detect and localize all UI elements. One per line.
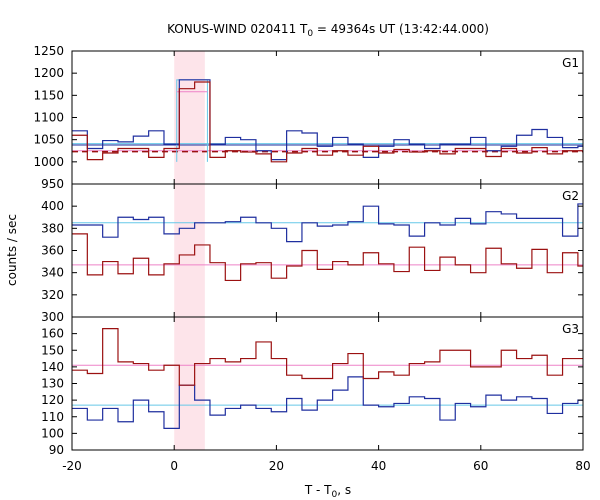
y-tick-label: 380 xyxy=(41,221,64,235)
panel-label: G1 xyxy=(562,56,579,70)
panel-g3: 90 100 110 120 130 140 150 160 G3 xyxy=(41,316,584,457)
highlight-band xyxy=(174,184,205,317)
x-tick-label: 40 xyxy=(371,459,386,473)
y-tick-label: 160 xyxy=(41,327,64,341)
y-tick-label: 1200 xyxy=(33,66,64,80)
panel-label: G2 xyxy=(562,189,579,203)
panel-frame xyxy=(71,183,584,318)
x-tick-label: -20 xyxy=(62,459,82,473)
panel-frame xyxy=(71,50,584,185)
y-tick-label: 130 xyxy=(41,377,64,391)
y-tick-label: 100 xyxy=(41,426,64,440)
panel-frame xyxy=(71,316,584,451)
y-tick-label: 120 xyxy=(41,393,64,407)
y-axis-label: counts / sec xyxy=(5,214,19,286)
y-tick-label: 90 xyxy=(49,443,64,457)
y-tick-label: 1000 xyxy=(33,155,64,169)
series-line xyxy=(72,203,583,243)
series-line xyxy=(72,81,583,163)
x-axis-label: T - T0, s xyxy=(304,483,351,500)
y-tick-label: 320 xyxy=(41,288,64,302)
y-tick-label: 1050 xyxy=(33,133,64,147)
y-tick-label: 1100 xyxy=(33,111,64,125)
y-tick-label: 140 xyxy=(41,360,64,374)
x-tick-label: 20 xyxy=(269,459,284,473)
panel-g2: 300 320 340 360 380 400 G2 xyxy=(41,183,584,324)
y-tick-label: 150 xyxy=(41,343,64,357)
panel-g1: 950 1000 1050 1100 1150 1200 1250 G1 xyxy=(33,44,584,191)
y-tick-label: 360 xyxy=(41,244,64,258)
y-tick-label: 1150 xyxy=(33,88,64,102)
y-tick-label: 300 xyxy=(41,310,64,324)
x-axis-ticks: -20 0 20 40 60 80 xyxy=(62,459,590,473)
x-tick-label: 60 xyxy=(473,459,488,473)
series-line xyxy=(72,376,583,429)
series-line xyxy=(72,79,583,161)
x-tick-label: 0 xyxy=(170,459,178,473)
y-tick-label: 950 xyxy=(41,177,64,191)
y-tick-label: 1250 xyxy=(33,44,64,58)
series-line xyxy=(72,233,583,282)
y-tick-label: 340 xyxy=(41,266,64,280)
x-tick-label: 80 xyxy=(575,459,590,473)
chart-title: KONUS-WIND 020411 T0 = 49364s UT (13:42:… xyxy=(167,22,489,39)
series-line xyxy=(72,328,583,386)
y-tick-label: 110 xyxy=(41,410,64,424)
panels-group: 950 1000 1050 1100 1150 1200 1250 G1 300 320 340 36… xyxy=(33,44,584,457)
panel-label: G3 xyxy=(562,322,579,336)
y-tick-label: 400 xyxy=(41,199,64,213)
